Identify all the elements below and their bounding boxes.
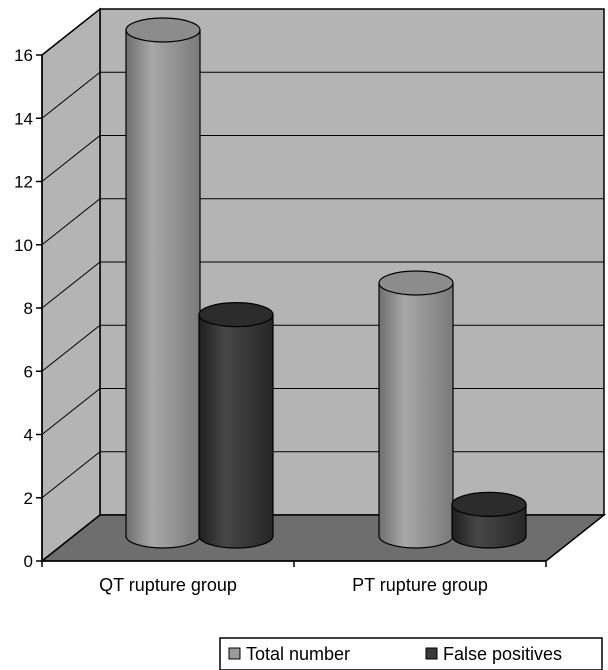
y-tick-label: 2: [24, 489, 33, 508]
bar: [198, 302, 274, 549]
bar: [451, 491, 527, 549]
bar-top: [378, 270, 454, 296]
bar-body: [198, 314, 274, 549]
x-axis: QT rupture group PT rupture group: [41, 560, 547, 595]
bar-top: [451, 491, 527, 517]
bar-body: [378, 282, 454, 549]
bar: [125, 17, 201, 549]
legend-box: [219, 637, 603, 670]
legend-swatch-false-positives: [425, 647, 438, 660]
y-tick-label: 14: [14, 109, 33, 128]
gridline: [41, 71, 604, 119]
bar-top: [198, 302, 274, 328]
gridline: [41, 135, 604, 182]
gridline: [41, 8, 604, 56]
gridline: [41, 261, 604, 309]
y-axis: 0 2 4 6 8 10 12 14 16: [14, 46, 43, 571]
bars: [125, 17, 527, 549]
legend-swatch-total-number: [228, 647, 241, 660]
legend-label-total-number: Total number: [246, 644, 350, 664]
y-tick-label: 12: [14, 173, 33, 192]
x-category-label: PT rupture group: [352, 575, 488, 595]
gridline: [41, 198, 604, 246]
bar: [378, 270, 454, 549]
y-tick-label: 4: [24, 426, 33, 445]
legend-label-false-positives: False positives: [443, 644, 562, 664]
y-tick-label: 8: [24, 299, 33, 318]
y-tick-label: 0: [24, 552, 33, 571]
bar-top: [125, 17, 201, 43]
bar-body: [125, 29, 201, 549]
y-tick-label: 6: [24, 362, 33, 381]
legend: Total number False positives: [219, 637, 603, 670]
x-category-label: QT rupture group: [99, 575, 237, 595]
y-tick-label: 16: [14, 46, 33, 65]
y-tick-label: 10: [14, 236, 33, 255]
